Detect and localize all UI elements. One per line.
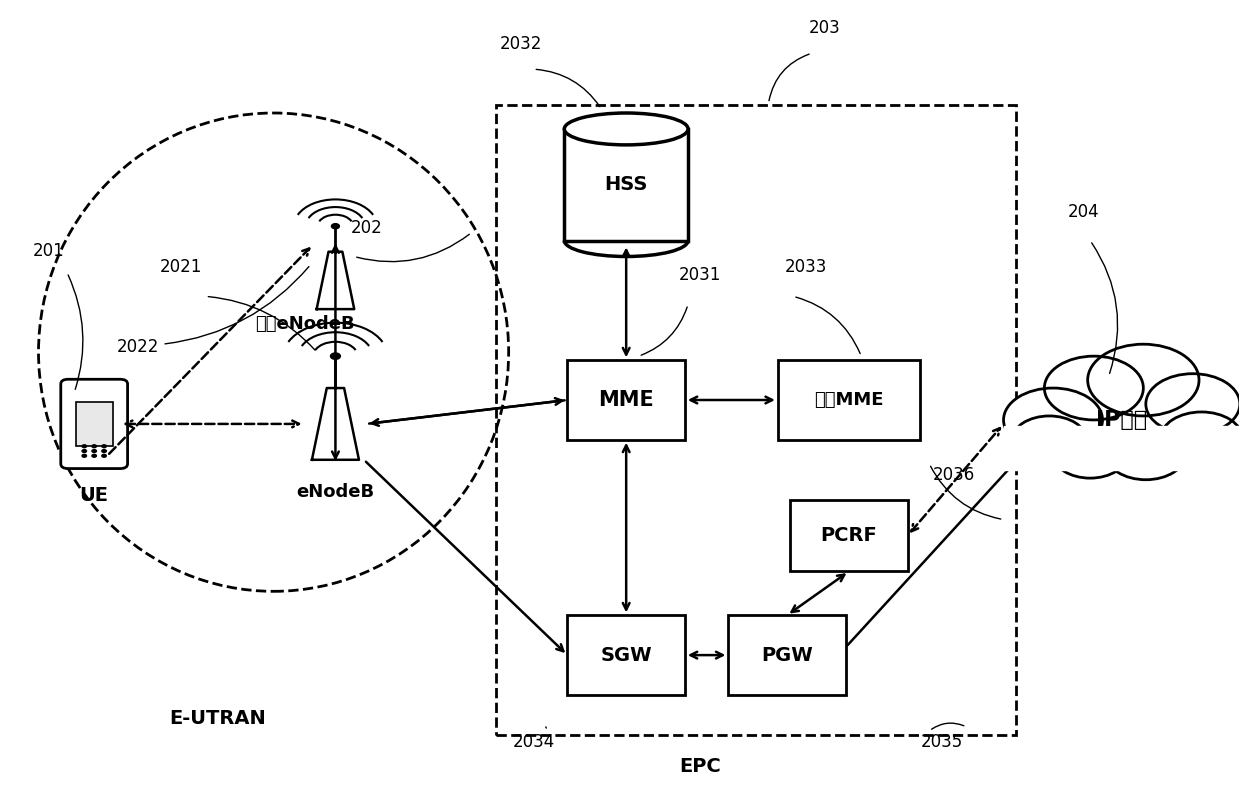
Text: E-UTRAN: E-UTRAN [170, 710, 267, 728]
Circle shape [1161, 412, 1240, 465]
Circle shape [82, 445, 87, 448]
FancyBboxPatch shape [568, 615, 684, 695]
Text: 2036: 2036 [932, 466, 975, 484]
Text: 204: 204 [1068, 202, 1100, 221]
Circle shape [1053, 430, 1127, 478]
Bar [564, 129, 688, 241]
Circle shape [1087, 344, 1199, 416]
Circle shape [102, 454, 107, 458]
Text: 2031: 2031 [680, 266, 722, 285]
Polygon shape [312, 388, 358, 460]
Circle shape [1012, 416, 1086, 464]
Circle shape [1106, 429, 1185, 480]
Circle shape [1146, 374, 1240, 434]
Text: eNodeB: eNodeB [296, 482, 374, 501]
Text: 2034: 2034 [512, 733, 554, 750]
Text: 201: 201 [32, 242, 64, 261]
Text: 2022: 2022 [117, 338, 159, 356]
Text: 2021: 2021 [160, 258, 202, 277]
Text: 其它MME: 其它MME [815, 391, 884, 409]
FancyBboxPatch shape [790, 500, 908, 571]
Circle shape [92, 454, 97, 458]
Ellipse shape [564, 113, 688, 145]
Text: SGW: SGW [600, 646, 652, 665]
Text: IP业务: IP业务 [1095, 410, 1147, 430]
Circle shape [102, 450, 107, 453]
Text: PGW: PGW [761, 646, 813, 665]
Text: PCRF: PCRF [821, 526, 877, 545]
Circle shape [82, 450, 87, 453]
Circle shape [82, 454, 87, 458]
FancyBboxPatch shape [76, 402, 113, 446]
Text: HSS: HSS [604, 175, 647, 194]
Text: MME: MME [599, 390, 653, 410]
FancyBboxPatch shape [61, 379, 128, 469]
Circle shape [331, 353, 341, 359]
Circle shape [102, 445, 107, 448]
Circle shape [92, 450, 97, 453]
Bar [1003, 426, 1239, 470]
Text: EPC: EPC [680, 758, 722, 776]
FancyBboxPatch shape [568, 360, 684, 440]
Text: 2035: 2035 [920, 733, 962, 750]
Text: 2032: 2032 [500, 35, 542, 54]
Text: UE: UE [79, 486, 109, 505]
Text: 其它eNodeB: 其它eNodeB [254, 315, 355, 334]
FancyBboxPatch shape [728, 615, 846, 695]
Circle shape [1044, 356, 1143, 420]
Circle shape [92, 445, 97, 448]
Text: 202: 202 [351, 218, 382, 237]
Circle shape [331, 224, 340, 229]
Text: 203: 203 [808, 19, 839, 38]
FancyBboxPatch shape [777, 360, 920, 440]
Text: 2033: 2033 [785, 258, 827, 277]
Polygon shape [316, 252, 355, 309]
Circle shape [1003, 388, 1102, 452]
